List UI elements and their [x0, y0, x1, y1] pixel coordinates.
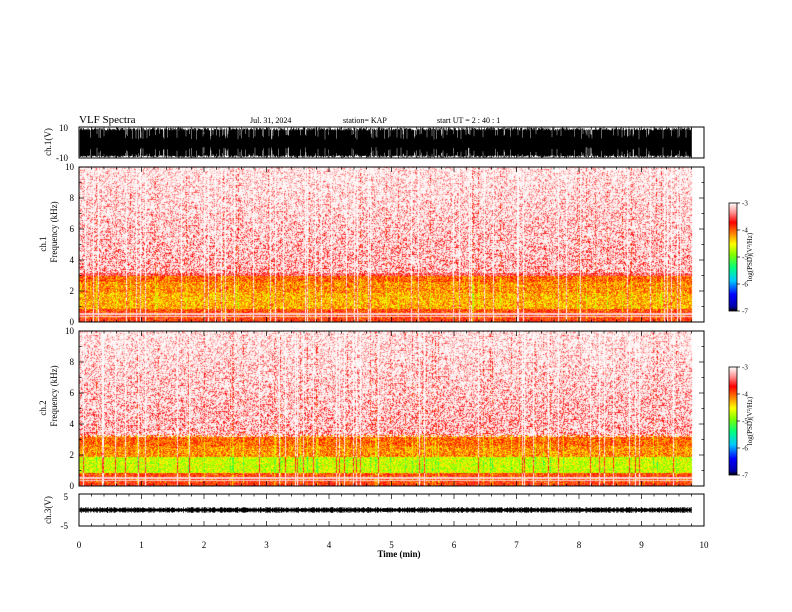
x-tick-label: 10: [700, 540, 710, 550]
ch1-waveform-ticks: [78, 127, 705, 158]
y-tick-label: 2: [70, 286, 75, 296]
y-tick-label: 2: [70, 450, 75, 460]
ch2-spectrogram-ylabel-channel: ch.2: [38, 400, 48, 415]
x-axis-label: Time (min): [377, 549, 420, 559]
x-tick-label: 6: [452, 540, 457, 550]
ch3-waveform-ticks: [78, 494, 705, 526]
ch1-colorbar-label: log(PSD)(V²/Hz): [746, 232, 754, 281]
chart-title: VLF Spectra: [79, 114, 136, 126]
colorbar-tick-label: -3: [742, 200, 748, 208]
x-tick-label: 9: [639, 540, 644, 550]
ch1-ytick-top: 10: [59, 123, 69, 133]
y-tick-label: 0: [70, 317, 75, 327]
ch3-waveform-panel: 5 -5 ch.3(V) 0 1 2 3 4 5 6 7 8 9 10 Time (min): [43, 492, 709, 559]
x-tick-label: 4: [327, 540, 332, 550]
y-tick-label: 8: [70, 357, 75, 367]
y-tick-label: 6: [70, 224, 75, 234]
header-date: Jul. 31, 2024: [250, 116, 291, 125]
x-tick-label: 2: [202, 540, 207, 550]
ch1-spectrogram-heatmap: [79, 167, 704, 322]
y-tick-label: 4: [70, 255, 75, 265]
colorbar-tick-label: -6: [742, 445, 748, 453]
ch2-colorbar-ticks: -3 -4 -5 -6 -7: [737, 364, 748, 480]
colorbar-tick-label: -5: [742, 254, 748, 262]
ch2-colorbar-label: log(PSD)(V²/Hz): [746, 396, 754, 445]
y-tick-label: 4: [70, 419, 75, 429]
ch2-spectrogram-panel: 0 2 4 6 8 10 ch.2 Frequency (kHz): [38, 326, 705, 491]
x-tick-labels: 0 1 2 3 4 5 6 7 8 9 10: [77, 540, 709, 550]
ch3-waveform-ylabel: ch.3(V): [43, 496, 53, 524]
x-tick-label: 7: [514, 540, 519, 550]
ch3-ytick-top: 5: [64, 492, 69, 502]
colorbar-tick-label: -4: [742, 391, 748, 399]
ch1-spectrogram-ylabel-channel: ch.1: [38, 236, 48, 251]
colorbar-tick-label: -3: [742, 364, 748, 372]
ch2-spectrogram-ticks: [78, 331, 705, 486]
ch1-spectrogram-ylabel-freq: Frequency (kHz): [49, 201, 59, 262]
colorbar-tick-label: -6: [742, 281, 748, 289]
y-tick-label: 10: [65, 162, 75, 172]
colorbar-tick-label: -7: [742, 308, 748, 316]
x-tick-label: 8: [577, 540, 582, 550]
ch1-waveform-trace: [79, 127, 692, 158]
y-tick-label: 8: [70, 193, 75, 203]
ch2-spectrogram-heatmap: [79, 331, 704, 486]
header-station: station= KAP: [343, 116, 387, 125]
waveform-path: [79, 507, 692, 513]
y-tick-label: 0: [70, 481, 75, 491]
ch1-ytick-bottom: -10: [56, 153, 68, 163]
colorbar-tick-label: -5: [742, 418, 748, 426]
colorbar-tick-label: -4: [742, 227, 748, 235]
x-tick-label: 5: [389, 540, 394, 550]
y-tick-label: 6: [70, 388, 75, 398]
ch1-spectrogram-yticks: 0 2 4 6 8 10: [65, 162, 704, 327]
waveform-path: [79, 127, 692, 158]
ch1-waveform-panel: 10 -10 ch.1(V): [43, 123, 705, 163]
ch2-colorbar: -3 -4 -5 -6 -7 log(PSD)(V²/Hz): [728, 364, 754, 480]
ch1-colorbar: -3 -4 -5 -6 -7 log(PSD)(V²/Hz): [728, 200, 754, 316]
x-tick-label: 1: [139, 540, 144, 550]
ch1-spectrogram-ticks: [78, 167, 705, 322]
x-tick-label: 0: [77, 540, 82, 550]
ch3-waveform-trace: [79, 507, 692, 513]
colorbar-tick-label: -7: [742, 472, 748, 480]
ch3-ytick-bottom: -5: [61, 521, 69, 531]
y-tick-label: 10: [65, 326, 75, 336]
ch2-colorbar-gradient: [728, 366, 738, 476]
ch2-spectrogram-yticks: 0 2 4 6 8 10: [65, 326, 704, 491]
header-start-time: start UT = 2 : 40 : 1: [437, 116, 500, 125]
x-tick-label: 3: [264, 540, 269, 550]
ch1-colorbar-ticks: -3 -4 -5 -6 -7: [737, 200, 748, 316]
ch2-spectrogram-ylabel-freq: Frequency (kHz): [49, 365, 59, 426]
ch1-spectrogram-panel: 0 2 4 6 8 10 ch.1 Frequency (kHz): [38, 162, 705, 327]
ch1-waveform-ylabel: ch.1(V): [43, 128, 53, 156]
ch1-colorbar-gradient: [728, 202, 738, 312]
